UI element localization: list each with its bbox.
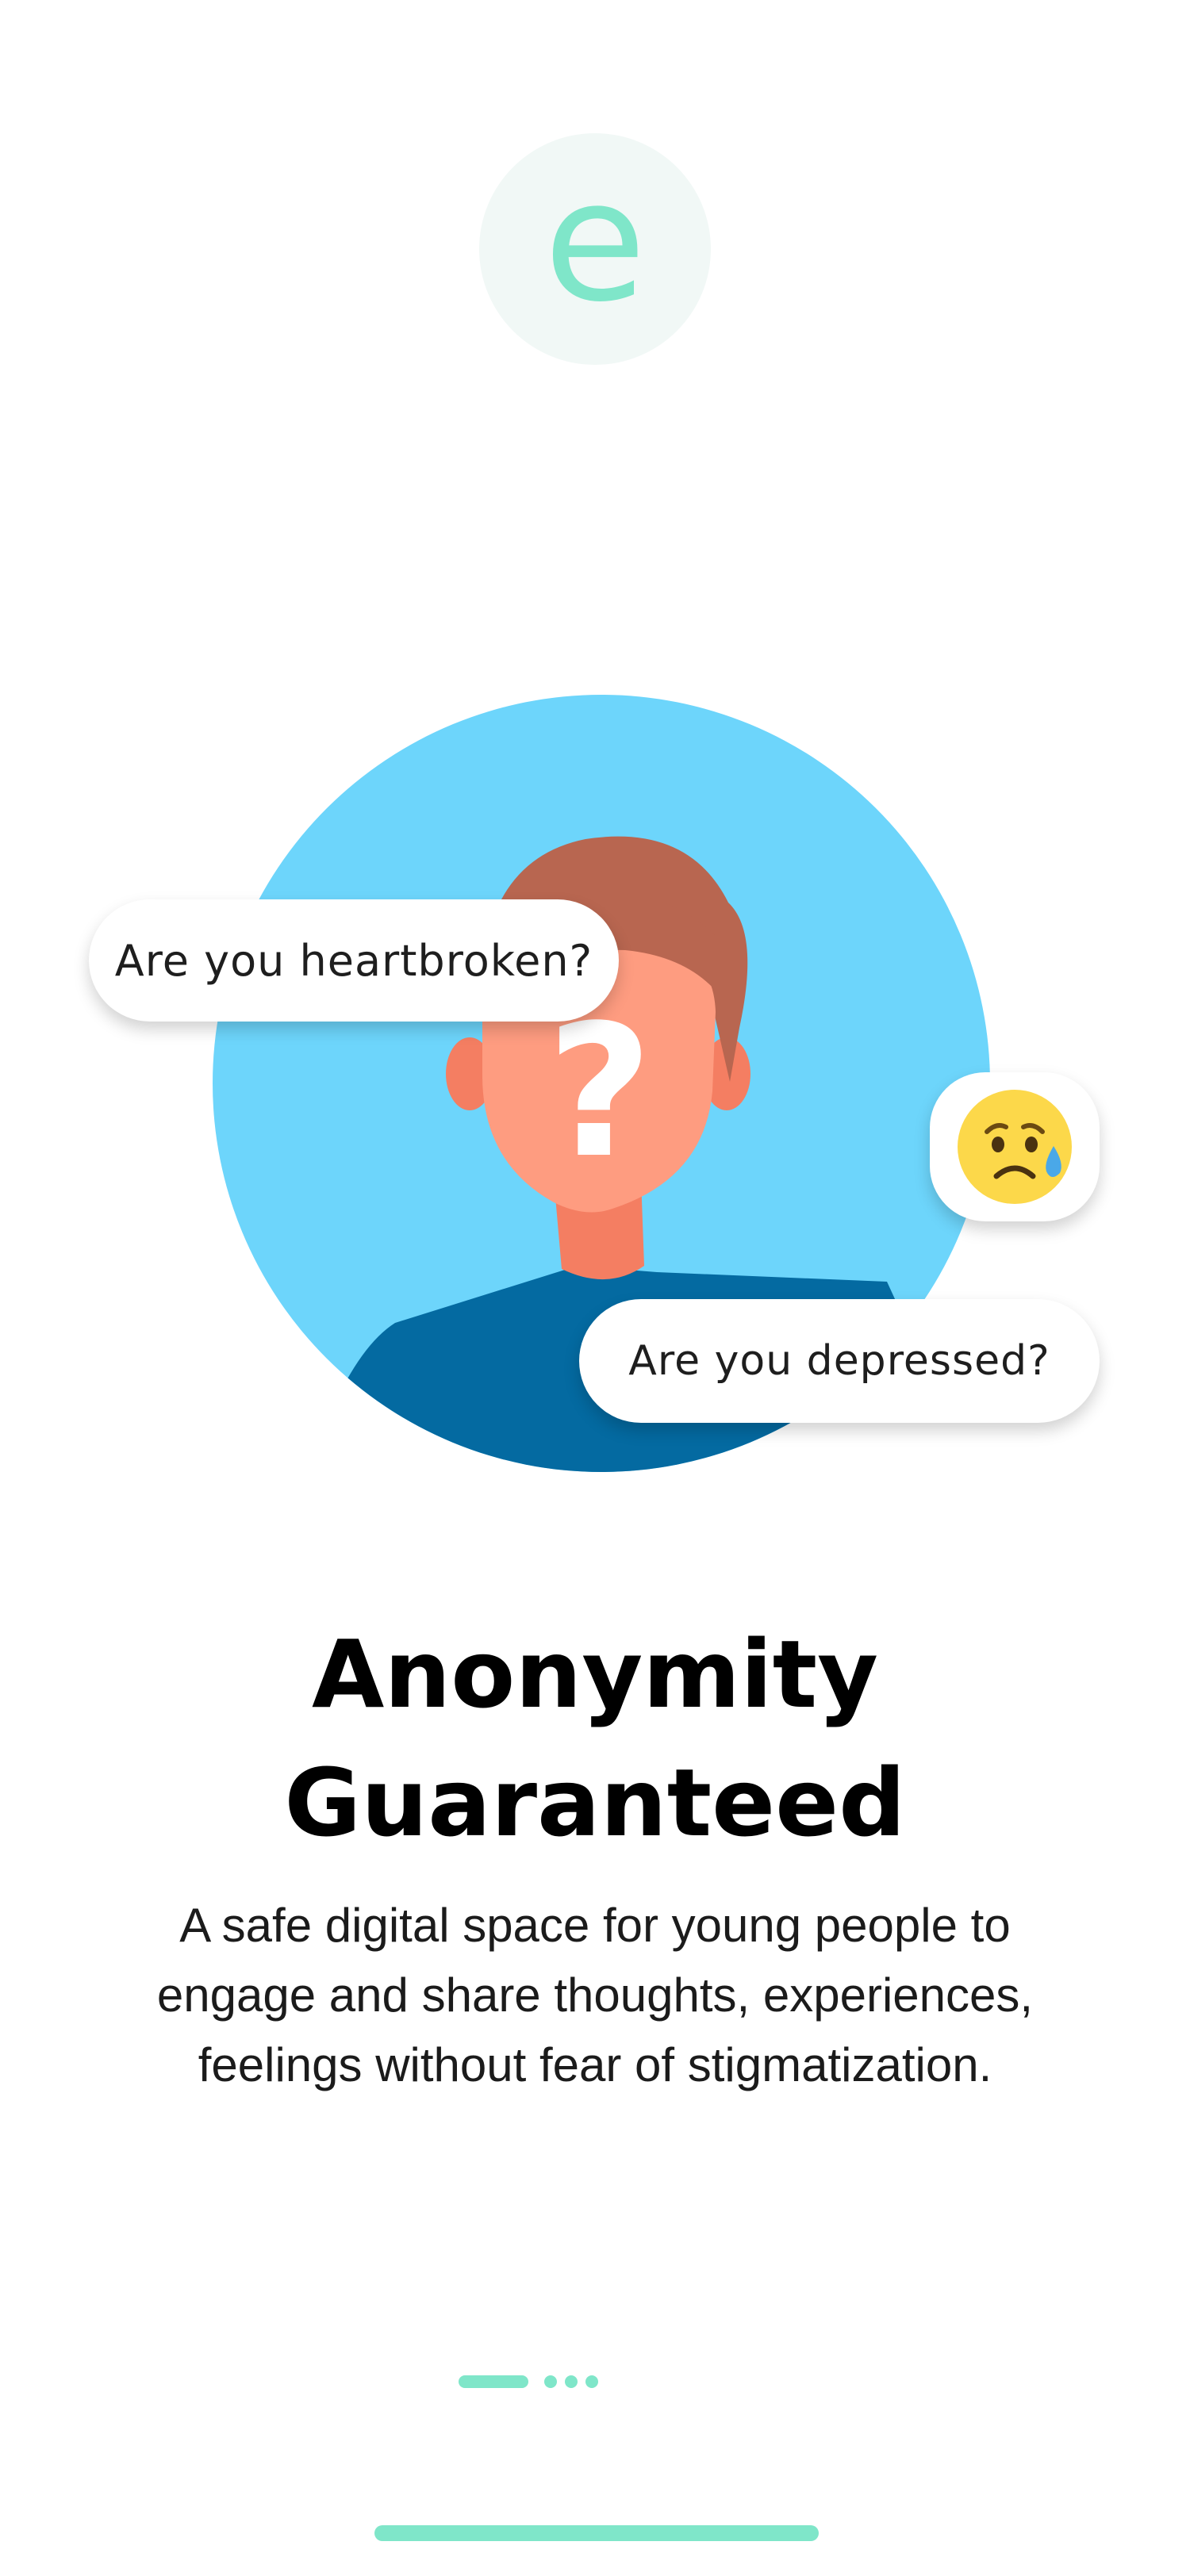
page-indicator-dot[interactable] [565,2375,578,2388]
page-description: A safe digital space for young people to… [156,1899,1034,2091]
speech-bubble-heartbroken-text: Are you heartbroken? [114,935,593,986]
home-indicator[interactable] [374,2525,819,2541]
app-logo: e [479,133,711,365]
page-indicator-active[interactable] [459,2375,528,2388]
question-mark-icon: ? [547,987,652,1198]
sad-sweat-face-emoji-icon [958,1090,1072,1204]
speech-bubble-depressed: Are you depressed? [579,1299,1100,1423]
page-indicator-dot[interactable] [544,2375,557,2388]
right-ear [703,1037,750,1110]
page-title-line-2: Guaranteed [284,1748,906,1857]
speech-bubble-depressed-text: Are you depressed? [628,1337,1050,1385]
app-logo-letter: e [543,144,647,339]
page-title: Anonymity Guaranteed [0,1610,1190,1867]
speech-bubble-heartbroken: Are you heartbroken? [89,899,619,1022]
left-ear [446,1037,493,1110]
page-indicator [459,2373,606,2390]
page-indicator-dot[interactable] [585,2375,598,2388]
page-title-line-1: Anonymity [311,1620,879,1729]
speech-bubble-emoji [930,1072,1100,1221]
